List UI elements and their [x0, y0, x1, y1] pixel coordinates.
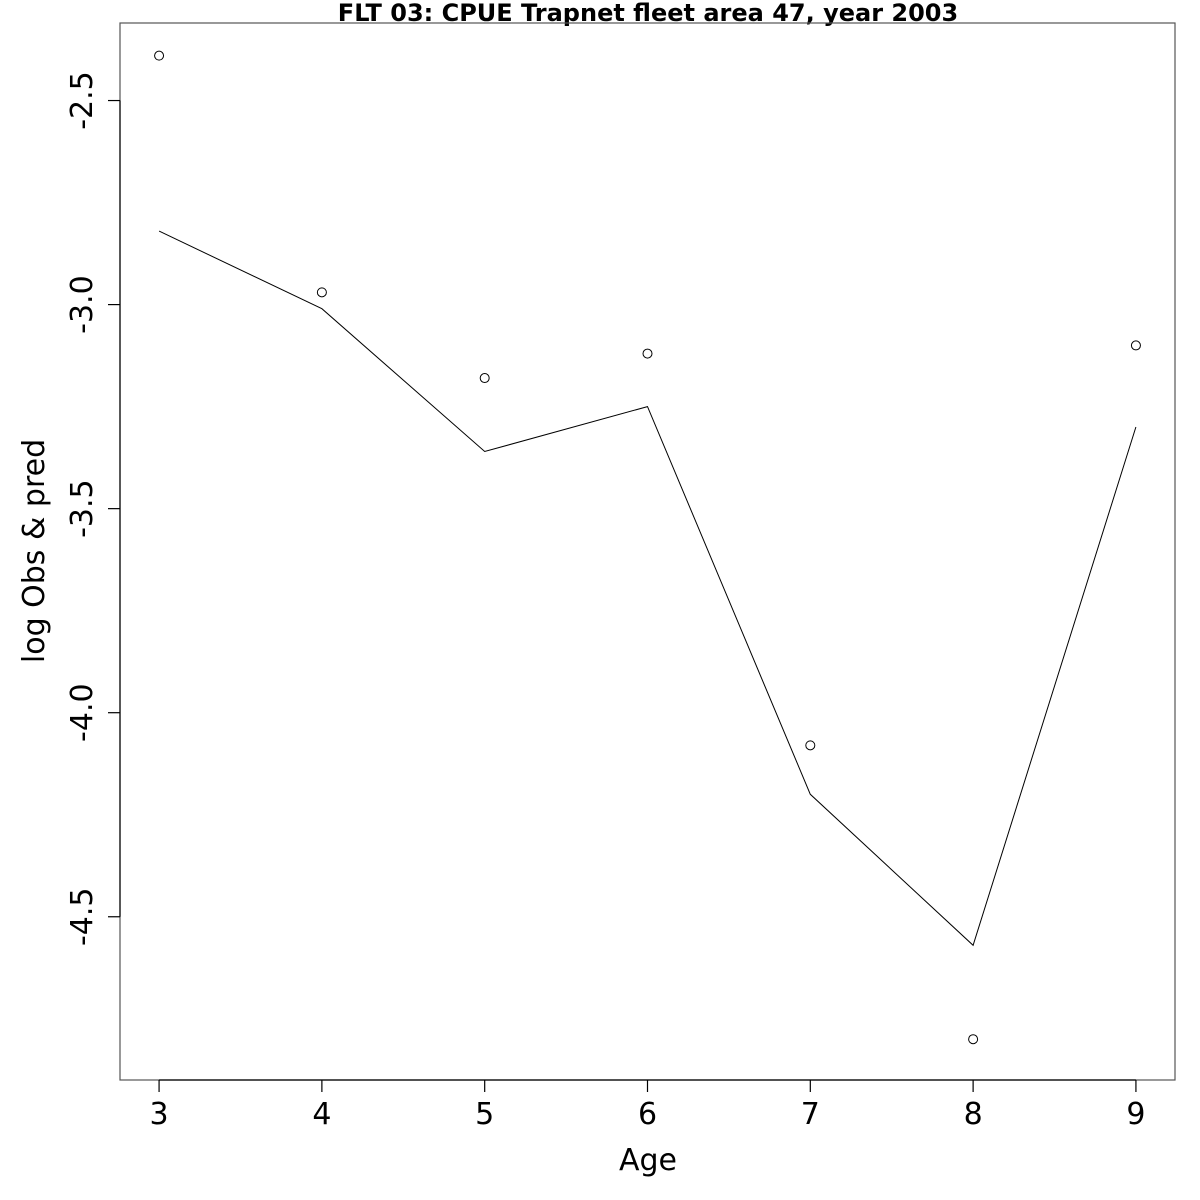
y-axis: -4.5 -4.0 -3.5 -3.0 -2.5 — [65, 71, 121, 946]
x-tick-label: 3 — [150, 1097, 169, 1132]
x-axis: 3 4 5 6 7 8 9 — [150, 1079, 1145, 1132]
observed-point — [479, 373, 490, 384]
y-tick-label: -2.5 — [65, 71, 100, 130]
x-tick-label: 4 — [312, 1097, 331, 1132]
y-tick-label: -4.5 — [65, 887, 100, 946]
x-tick-label: 5 — [475, 1097, 494, 1132]
observed-point — [642, 348, 653, 359]
observed-point — [316, 287, 327, 298]
y-tick-label: -4.0 — [65, 683, 100, 742]
series-layer — [154, 50, 1141, 1045]
observed-point — [1130, 340, 1141, 351]
y-axis-label: log Obs & pred — [17, 439, 52, 663]
observed-point — [154, 50, 165, 61]
x-tick-label: 7 — [801, 1097, 820, 1132]
observed-point — [968, 1034, 979, 1045]
y-tick-label: -3.5 — [65, 479, 100, 538]
x-tick-label: 8 — [964, 1097, 983, 1132]
x-axis-label: Age — [619, 1143, 677, 1178]
observed-point — [805, 740, 816, 751]
y-tick-label: -3.0 — [65, 275, 100, 334]
x-tick-label: 9 — [1126, 1097, 1145, 1132]
predicted-line — [158, 230, 1137, 947]
x-tick-label: 6 — [638, 1097, 657, 1132]
